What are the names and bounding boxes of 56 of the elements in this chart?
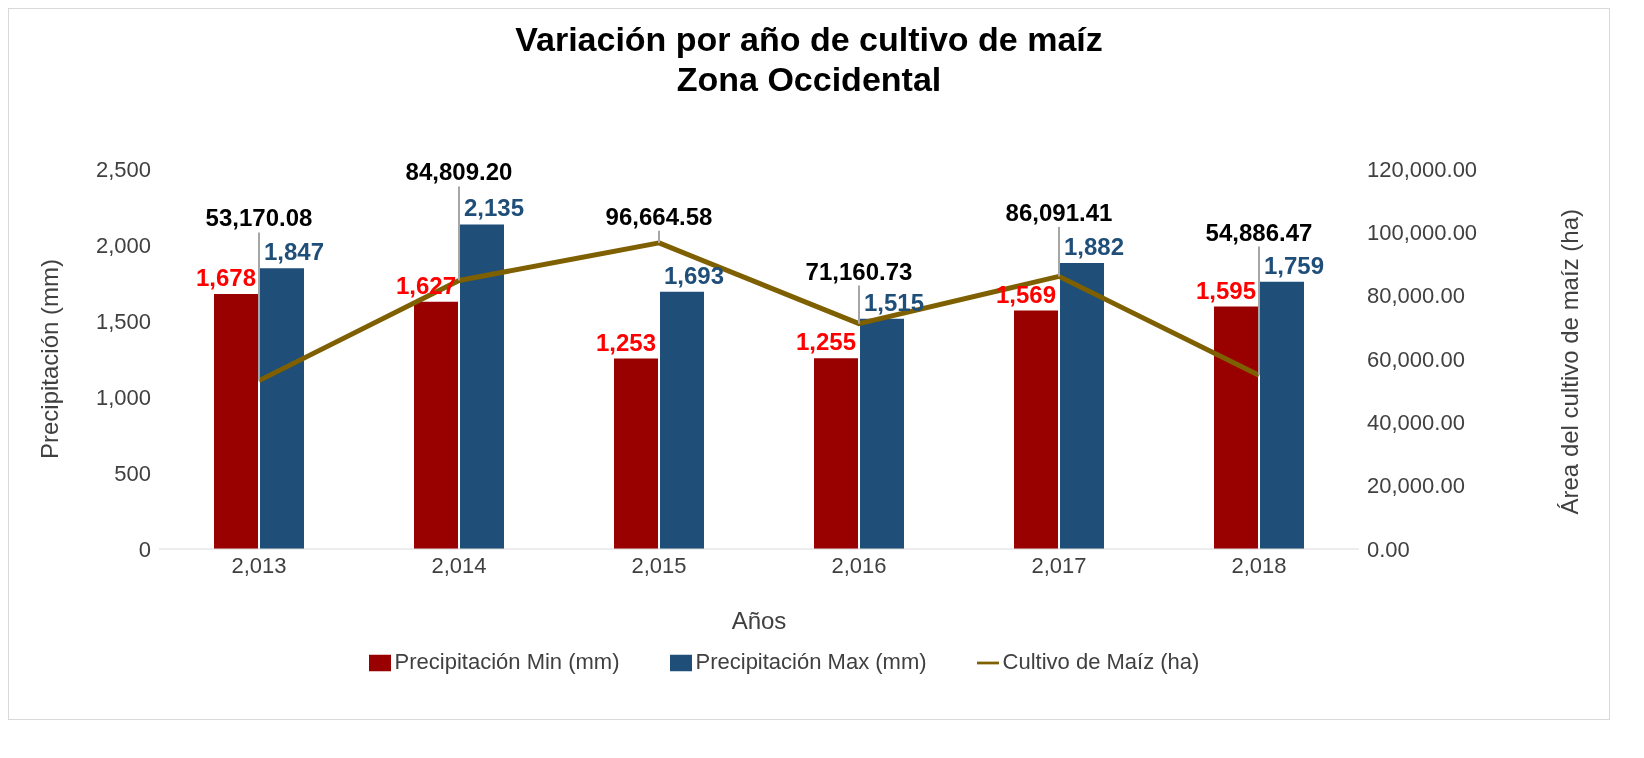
chart-title: Variación por año de cultivo de maíz (514, 19, 1104, 59)
data-label: 71,160.73 (805, 257, 913, 285)
y-tick-label: 1,500 (95, 308, 151, 334)
bar (1060, 262, 1104, 549)
bar (214, 293, 258, 549)
y-tick-label: 0 (138, 536, 151, 562)
bar (1214, 306, 1258, 549)
legend-label: Precipitación Min (mm) (394, 649, 620, 674)
data-label: 84,809.20 (405, 158, 513, 186)
x-tick-label: 2,014 (431, 552, 487, 578)
data-label: 1,759 (1264, 251, 1325, 279)
bar (1014, 310, 1058, 549)
legend-label: Precipitación Max (mm) (695, 649, 927, 674)
bar (660, 291, 704, 549)
data-label: 1,253 (595, 328, 656, 356)
data-label: 1,515 (864, 288, 925, 316)
data-label: 54,886.47 (1205, 218, 1313, 246)
x-tick-label: 2,017 (1031, 552, 1087, 578)
x-axis-title: Años (731, 607, 787, 634)
data-label: 53,170.08 (205, 204, 313, 232)
x-tick-label: 2,016 (831, 552, 887, 578)
bar (1260, 281, 1304, 549)
y2-tick-label: 120,000.00 (1367, 156, 1478, 182)
y2-axis-title: Área del cultivo de maíz (ha) (1555, 209, 1583, 515)
y2-tick-label: 80,000.00 (1367, 283, 1465, 309)
y2-tick-label: 20,000.00 (1367, 473, 1465, 499)
bar (260, 268, 304, 549)
y2-tick-label: 100,000.00 (1367, 220, 1478, 246)
y-tick-label: 500 (114, 460, 151, 486)
bar (460, 224, 504, 549)
bar (414, 301, 458, 549)
x-tick-label: 2,013 (231, 552, 287, 578)
data-label: 96,664.58 (605, 202, 713, 230)
data-label: 1,595 (1195, 276, 1256, 304)
bar (614, 358, 658, 549)
x-tick-label: 2,015 (631, 552, 687, 578)
data-label: 1,882 (1064, 232, 1125, 260)
data-label: 1,847 (264, 238, 325, 266)
bar (814, 358, 858, 549)
data-label: 1,678 (195, 263, 256, 291)
chart-subtitle: Zona Occidental (675, 59, 943, 99)
legend-label: Cultivo de Maíz (ha) (1002, 649, 1200, 674)
y2-tick-label: 60,000.00 (1367, 346, 1465, 372)
data-label: 2,135 (464, 194, 525, 222)
data-label: 86,091.41 (1005, 198, 1113, 226)
data-label: 1,569 (995, 280, 1056, 308)
y-tick-label: 2,000 (95, 232, 151, 258)
y2-tick-label: 40,000.00 (1367, 410, 1465, 436)
y-tick-label: 1,000 (95, 384, 151, 410)
x-tick-label: 2,018 (1231, 552, 1287, 578)
bar (860, 318, 904, 549)
data-label: 1,693 (664, 261, 725, 289)
y-tick-label: 2,500 (95, 156, 151, 182)
y2-tick-label: 0.00 (1367, 536, 1410, 562)
y-axis-title: Precipitación (mm) (35, 258, 63, 459)
data-label: 1,255 (795, 328, 856, 356)
